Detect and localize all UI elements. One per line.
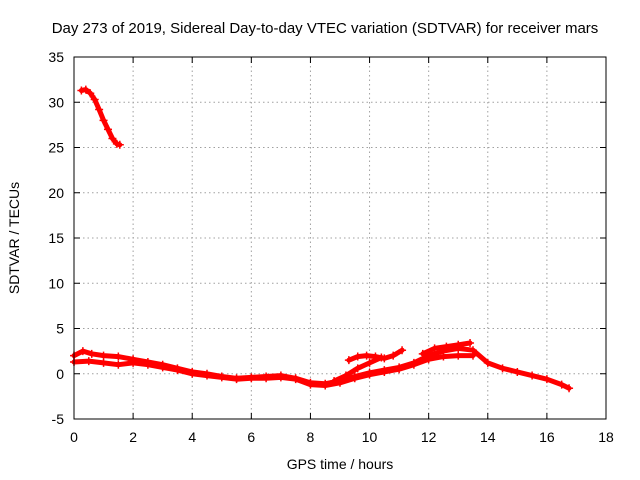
- y-tick-label: 0: [56, 366, 64, 382]
- data-point: [173, 366, 182, 375]
- x-tick-label: 4: [188, 429, 196, 445]
- x-tick-label: 8: [307, 429, 315, 445]
- data-point: [90, 95, 99, 104]
- data-point: [143, 360, 152, 369]
- data-point: [557, 380, 566, 389]
- series-branch-9h: [330, 353, 386, 385]
- data-point: [483, 358, 492, 367]
- data-point: [114, 352, 123, 361]
- series-branch-10h: [344, 346, 407, 365]
- data-point: [513, 367, 522, 376]
- data-point: [389, 351, 398, 360]
- data-point: [188, 369, 197, 378]
- x-tick-label: 2: [129, 429, 137, 445]
- data-point: [108, 134, 117, 143]
- data-point: [398, 346, 407, 355]
- series-high-track: [77, 85, 124, 149]
- data-point: [78, 347, 87, 356]
- y-tick-label: 15: [48, 230, 64, 246]
- x-tick-label: 16: [539, 429, 555, 445]
- data-point: [81, 85, 90, 94]
- data-point: [291, 375, 300, 384]
- data-point: [276, 373, 285, 382]
- data-point: [565, 384, 574, 393]
- y-tick-label: 30: [48, 94, 64, 110]
- series-branch-13h: [418, 338, 475, 358]
- data-point: [454, 351, 463, 360]
- data-series-group: [70, 85, 574, 393]
- data-point: [542, 375, 551, 384]
- data-point: [424, 355, 433, 364]
- data-point: [247, 374, 256, 383]
- data-point: [350, 374, 359, 383]
- series-line: [78, 87, 123, 148]
- data-point: [365, 358, 374, 367]
- data-point: [469, 351, 477, 360]
- series-line: [71, 353, 476, 388]
- x-tick-label: 14: [480, 429, 496, 445]
- data-point: [306, 380, 315, 389]
- x-axis-label: GPS time / hours: [287, 456, 394, 472]
- series-main-track-b: [70, 351, 477, 390]
- y-tick-label: -5: [52, 411, 65, 427]
- data-point: [99, 351, 108, 360]
- data-point: [395, 365, 404, 374]
- data-point: [103, 125, 112, 134]
- data-point: [430, 344, 439, 353]
- data-point: [409, 360, 418, 369]
- data-point: [87, 349, 96, 358]
- y-tick-label: 10: [48, 275, 64, 291]
- data-point: [353, 352, 362, 361]
- data-point: [99, 116, 108, 125]
- data-point: [129, 358, 138, 367]
- axis-ticks: 0 2 4 6 8 10 12 14 16 18 -5 0 5 10 15 20 25 30 35: [48, 49, 614, 445]
- data-point: [418, 349, 427, 358]
- data-point: [341, 371, 350, 380]
- data-point: [203, 371, 211, 380]
- data-point: [321, 381, 330, 390]
- data-point: [362, 351, 371, 360]
- data-point: [380, 367, 389, 376]
- chart-title: Day 273 of 2019, Sidereal Day-to-day VTE…: [52, 20, 599, 37]
- data-point: [86, 89, 95, 98]
- data-point: [365, 370, 374, 379]
- data-point: [84, 357, 93, 366]
- data-point: [95, 105, 104, 114]
- data-point: [528, 371, 537, 380]
- grid: [74, 57, 606, 419]
- x-tick-label: 18: [598, 429, 614, 445]
- y-tick-label: 20: [48, 185, 64, 201]
- data-point: [353, 364, 362, 373]
- x-tick-label: 0: [70, 429, 78, 445]
- data-point: [99, 358, 108, 367]
- data-point: [158, 363, 167, 372]
- y-tick-label: 25: [48, 140, 64, 156]
- data-point: [115, 140, 124, 149]
- data-point: [77, 86, 86, 95]
- data-point: [498, 364, 507, 373]
- data-point: [330, 376, 339, 385]
- data-point: [466, 338, 475, 347]
- data-point: [232, 375, 241, 384]
- data-point: [439, 352, 448, 361]
- data-point: [377, 353, 386, 362]
- data-point: [262, 374, 271, 383]
- y-axis-label: SDTVAR / TECUs: [6, 182, 22, 294]
- y-tick-label: 35: [48, 49, 64, 65]
- x-tick-label: 10: [362, 429, 378, 445]
- data-point: [217, 373, 226, 382]
- x-tick-label: 6: [247, 429, 255, 445]
- x-tick-label: 12: [421, 429, 437, 445]
- data-point: [442, 342, 451, 351]
- data-point: [114, 360, 123, 369]
- y-tick-label: 5: [56, 321, 64, 337]
- data-point: [344, 356, 353, 365]
- data-point: [454, 340, 463, 349]
